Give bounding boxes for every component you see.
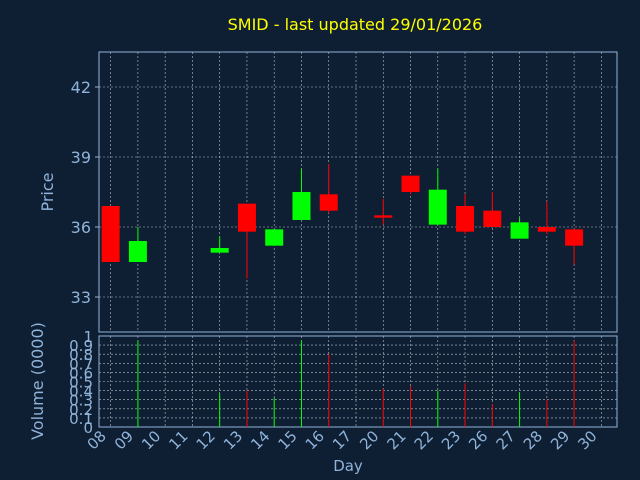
day-tick-label: 26 [465, 427, 491, 453]
volume-tick-label: 0.8 [69, 346, 93, 364]
day-tick-label: 09 [111, 427, 137, 453]
candle-body [428, 189, 447, 225]
candle-body [101, 206, 120, 262]
volume-bars [137, 340, 575, 427]
volume-axis: 00.10.20.30.40.50.60.70.80.91 [69, 328, 93, 437]
candle-body [565, 229, 584, 246]
candle-body [483, 210, 502, 227]
day-tick-label: 28 [520, 427, 546, 453]
volume-tick-label: 0.6 [69, 364, 93, 382]
volume-grid [99, 335, 617, 428]
candle-body [401, 175, 420, 192]
day-tick-label: 16 [302, 427, 328, 453]
volume-tick-label: 0.4 [69, 383, 93, 401]
day-axis: 08 09 10 11 12 13 14 15 16 17 20 21 22 23 26 27 28 29 30 [84, 427, 601, 453]
price-tick-label: 42 [71, 78, 91, 97]
day-tick-label: 17 [329, 427, 355, 453]
volume-tick-label: 0.9 [69, 337, 93, 355]
candle-body [537, 227, 556, 232]
candle-body [237, 203, 256, 232]
candle-body [510, 222, 529, 239]
day-tick-label: 27 [493, 427, 519, 453]
candle-body [456, 206, 475, 232]
price-axis-label: Price [38, 172, 57, 211]
price-axis: 33 36 39 42 [71, 78, 99, 307]
volume-tick-label: 0 [83, 419, 93, 437]
candle-body [319, 194, 338, 211]
chart-title: SMID - last updated 29/01/2026 [228, 15, 483, 34]
day-tick-label: 15 [274, 427, 300, 453]
candle-body [210, 248, 229, 253]
day-tick-label: 30 [574, 427, 600, 453]
volume-panel-frame [98, 335, 618, 428]
candle-body [292, 192, 311, 220]
price-tick-label: 33 [71, 288, 91, 307]
candles [101, 164, 584, 279]
volume-tick-label: 0.5 [69, 374, 93, 392]
price-tick-label: 36 [71, 218, 91, 237]
volume-tick-label: 0.7 [69, 355, 93, 373]
volume-axis-label: Volume (0000) [28, 322, 47, 440]
day-tick-label: 29 [547, 427, 573, 453]
candle-body [374, 215, 393, 218]
day-tick-label: 23 [438, 427, 464, 453]
day-tick-label: 21 [383, 427, 409, 453]
volume-tick-label: 0.3 [69, 392, 93, 410]
day-tick-label: 20 [356, 427, 382, 453]
day-tick-label: 11 [165, 427, 191, 453]
day-axis-label: Day [333, 457, 363, 475]
day-tick-label: 12 [193, 427, 219, 453]
volume-tick-label: 1 [83, 328, 93, 346]
day-tick-label: 14 [247, 427, 273, 453]
volume-tick-label: 0.1 [69, 410, 93, 428]
day-tick-label: 22 [411, 427, 437, 453]
price-grid [99, 52, 617, 332]
price-tick-label: 39 [71, 148, 91, 167]
day-tick-label: 13 [220, 427, 246, 453]
price-panel-frame [98, 51, 618, 333]
day-tick-label: 10 [138, 427, 164, 453]
candle-body [265, 229, 284, 246]
candle-body [128, 241, 147, 262]
volume-tick-label: 0.2 [69, 401, 93, 419]
